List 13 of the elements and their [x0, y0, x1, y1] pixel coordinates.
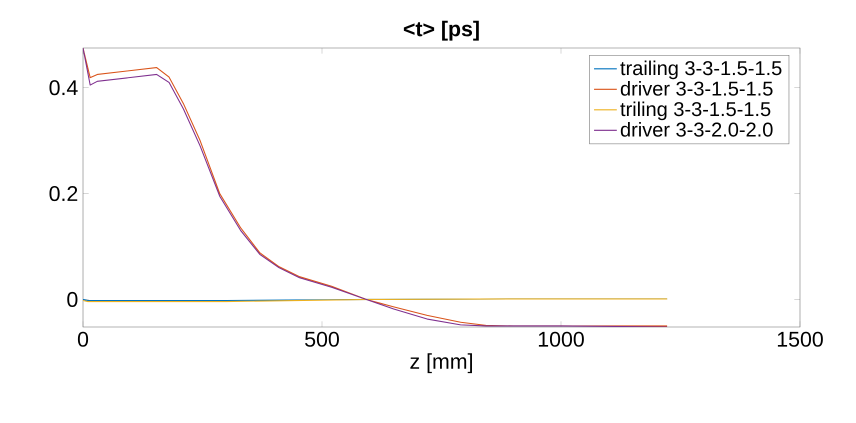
- legend-label: driver 3-3-1.5-1.5: [620, 81, 773, 96]
- x-tick-label: 1000: [538, 332, 584, 347]
- x-tick-label: 0: [78, 332, 88, 347]
- x-tick-label: 500: [305, 332, 339, 347]
- y-tick-label: 0.4: [49, 80, 78, 96]
- x-axis-title: z [mm]: [410, 353, 472, 374]
- y-tick-label: 0.2: [49, 186, 78, 202]
- legend-label: driver 3-3-2.0-2.0: [620, 122, 773, 137]
- x-tick-label: 1500: [778, 332, 823, 347]
- y-tick-label: 0: [67, 292, 78, 308]
- legend-label: triling 3-3-1.5-1.5: [620, 102, 770, 120]
- legend-label: trailing 3-3-1.5-1.5: [620, 60, 782, 80]
- chart-title: <t> [ps]: [404, 20, 479, 41]
